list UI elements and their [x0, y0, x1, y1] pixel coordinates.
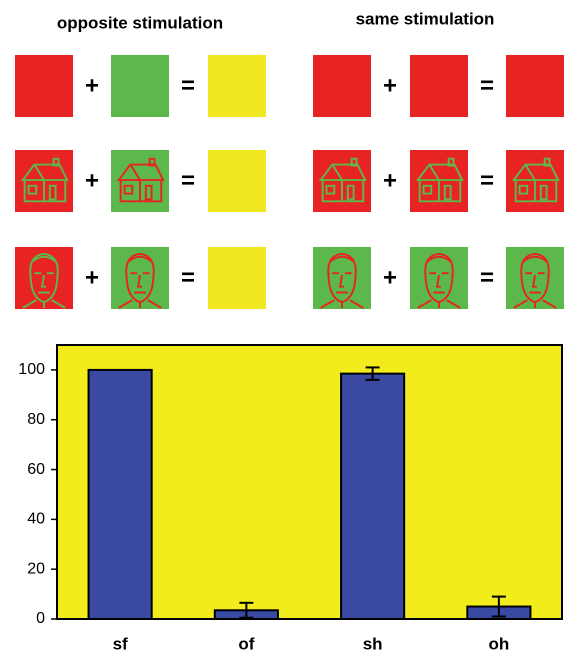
plus-sign: + — [85, 264, 99, 291]
stimulus-square — [208, 247, 266, 309]
bar — [87, 368, 153, 620]
stimulus-square — [111, 55, 169, 117]
y-tick-label: 20 — [27, 560, 45, 577]
stimulus-square — [208, 55, 266, 117]
panel-title: opposite stimulation — [57, 13, 223, 32]
plus-sign: + — [85, 167, 99, 194]
y-tick-label: 60 — [27, 461, 45, 478]
y-tick-label: 40 — [27, 511, 45, 528]
equals-sign: = — [480, 167, 494, 194]
x-tick-label: sh — [363, 634, 383, 653]
y-tick-label: 80 — [27, 411, 45, 428]
plus-sign: + — [383, 167, 397, 194]
equals-sign: = — [480, 264, 494, 291]
equals-sign: = — [181, 72, 195, 99]
plus-sign: + — [383, 264, 397, 291]
error-bar — [491, 595, 506, 618]
error-bar — [365, 366, 380, 381]
plus-sign: + — [383, 72, 397, 99]
y-tick-label: 0 — [36, 610, 45, 627]
stimulus-square — [15, 55, 73, 117]
error-bar — [239, 601, 254, 619]
y-tick-label: 100 — [18, 361, 45, 378]
stimulus-square — [313, 55, 371, 117]
x-tick-label: of — [238, 634, 254, 653]
equals-sign: = — [181, 264, 195, 291]
bar — [340, 372, 406, 620]
stimulus-square — [410, 55, 468, 117]
x-tick-label: sf — [113, 634, 128, 653]
equals-sign: = — [181, 167, 195, 194]
x-tick-label: oh — [488, 634, 509, 653]
stimulus-square — [208, 150, 266, 212]
panel-title: same stimulation — [356, 9, 495, 28]
stimulus-square — [506, 55, 564, 117]
equals-sign: = — [480, 72, 494, 99]
plus-sign: + — [85, 72, 99, 99]
